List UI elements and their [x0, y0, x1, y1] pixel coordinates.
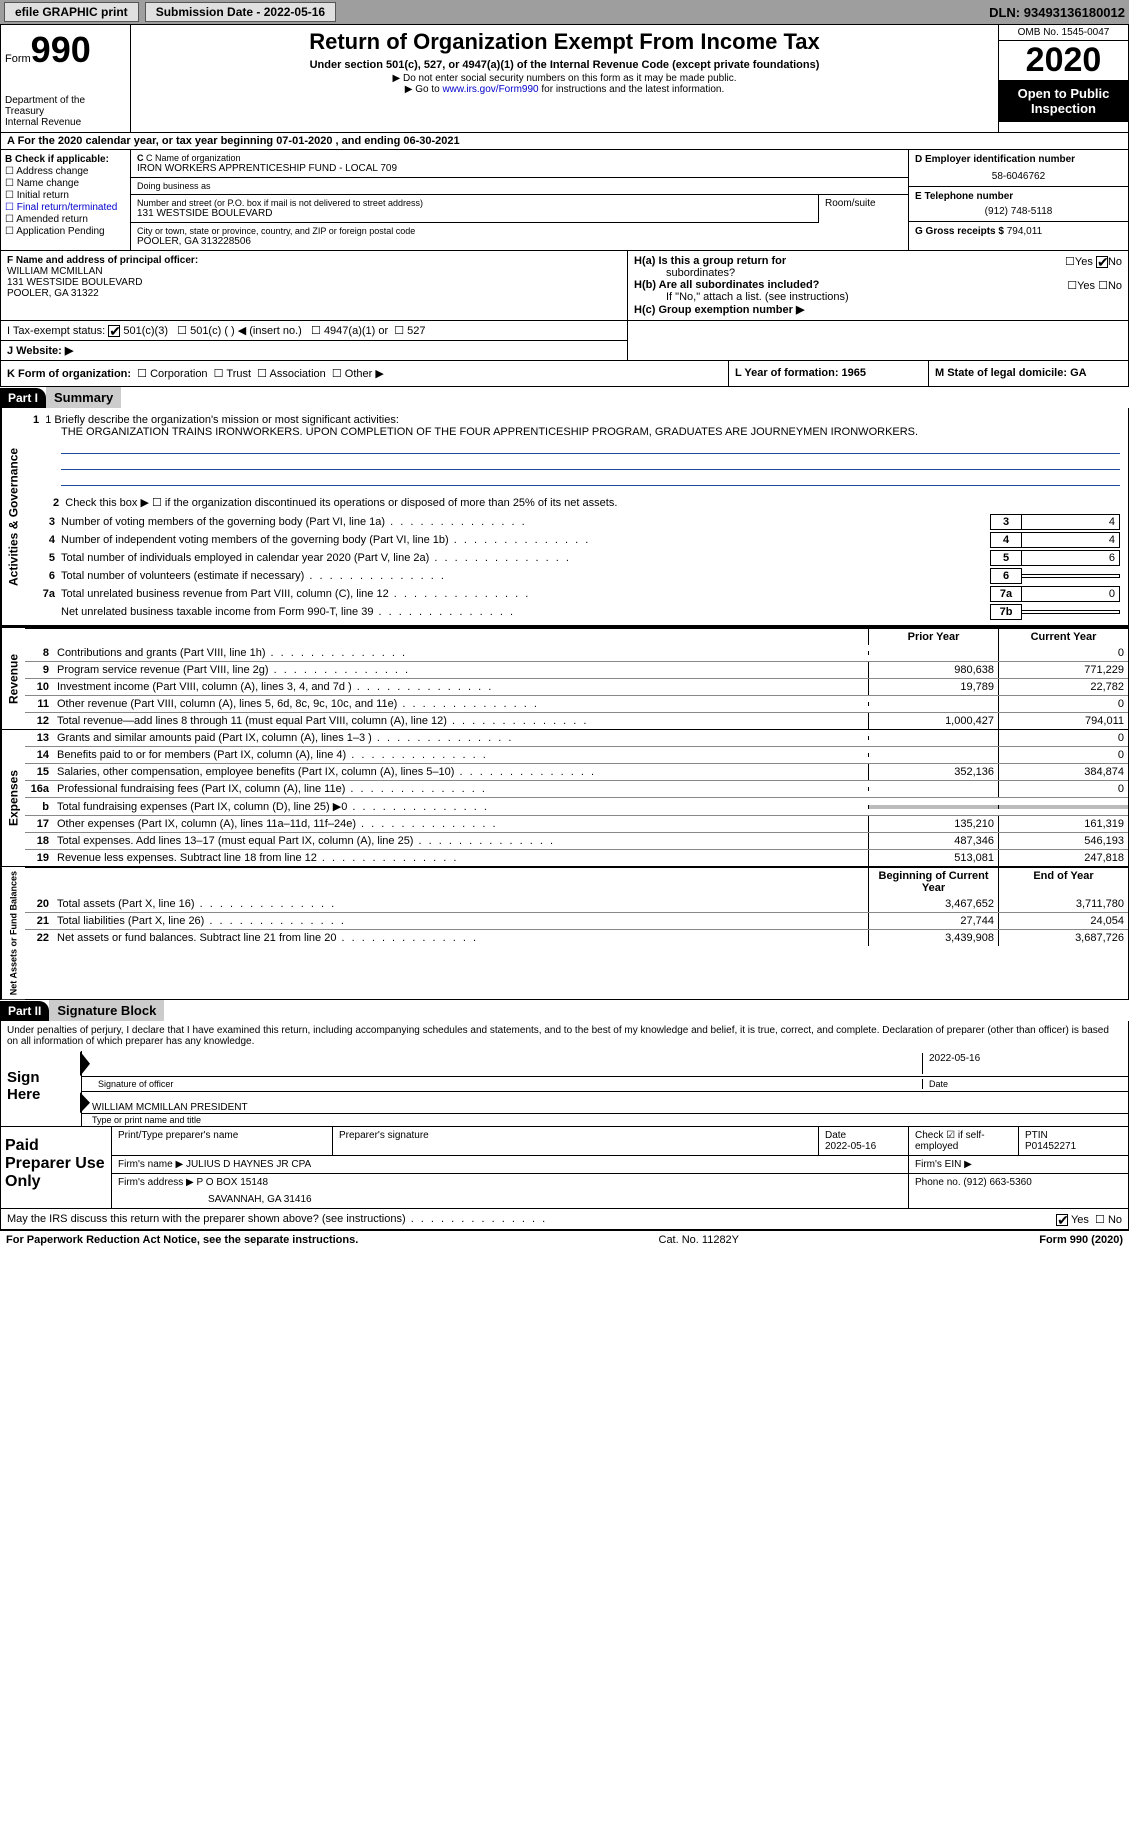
chk-name-change[interactable]: ☐ Name change	[5, 178, 126, 189]
header-center: Return of Organization Exempt From Incom…	[131, 25, 998, 132]
gov-line-4: 4Number of independent voting members of…	[33, 531, 1120, 549]
line-item: 12Total revenue—add lines 8 through 11 (…	[25, 712, 1128, 729]
chk-final-return[interactable]: ☐ Final return/terminated	[5, 202, 126, 213]
part1-expenses: Expenses 13Grants and similar amounts pa…	[0, 730, 1129, 867]
box-h: H(a) Is this a group return for☐Yes No s…	[628, 251, 1128, 320]
vtab-expenses: Expenses	[1, 730, 25, 866]
form-header: Form990 Department of the Treasury Inter…	[0, 24, 1129, 133]
gov-line-6: 6Total number of volunteers (estimate if…	[33, 567, 1120, 585]
part1-header: Part ISummary	[0, 387, 1129, 408]
dln: DLN: 93493136180012	[989, 5, 1125, 20]
line-item: 14Benefits paid to or for members (Part …	[25, 746, 1128, 763]
vtab-revenue: Revenue	[1, 628, 25, 729]
part2-header: Part IISignature Block	[0, 1000, 1129, 1021]
chk-amended[interactable]: ☐ Amended return	[5, 214, 126, 225]
part1-governance: Activities & Governance 1 1 Briefly desc…	[0, 408, 1129, 626]
mission-block: 1 1 Briefly describe the organization's …	[25, 408, 1128, 490]
row-fh: F Name and address of principal officer:…	[0, 251, 1129, 321]
header-right: OMB No. 1545-0047 2020 Open to PublicIns…	[998, 25, 1128, 132]
section-bcd: B Check if applicable: ☐ Address change …	[0, 150, 1129, 251]
part1-revenue: Revenue Prior YearCurrent Year 8Contribu…	[0, 626, 1129, 730]
paid-preparer: Paid Preparer Use Only Print/Type prepar…	[0, 1127, 1129, 1209]
gov-line-5: 5Total number of individuals employed in…	[33, 549, 1120, 567]
efile-button[interactable]: efile GRAPHIC print	[4, 2, 139, 22]
line-item: 20Total assets (Part X, line 16)3,467,65…	[25, 896, 1128, 912]
line-item: 22Net assets or fund balances. Subtract …	[25, 929, 1128, 946]
line-item: 15Salaries, other compensation, employee…	[25, 763, 1128, 780]
line-item: 17Other expenses (Part IX, column (A), l…	[25, 815, 1128, 832]
signature-block: Under penalties of perjury, I declare th…	[0, 1021, 1129, 1127]
box-b: B Check if applicable: ☐ Address change …	[1, 150, 131, 250]
page-footer: For Paperwork Reduction Act Notice, see …	[0, 1230, 1129, 1249]
chk-address-change[interactable]: ☐ Address change	[5, 166, 126, 177]
discuss-row: May the IRS discuss this return with the…	[0, 1209, 1129, 1230]
sign-here-label: Sign Here	[1, 1051, 81, 1126]
chk-application-pending[interactable]: ☐ Application Pending	[5, 226, 126, 237]
line-item: 21Total liabilities (Part X, line 26)27,…	[25, 912, 1128, 929]
top-bar: efile GRAPHIC print Submission Date - 20…	[0, 0, 1129, 24]
box-c: C C Name of organization IRON WORKERS AP…	[131, 150, 908, 250]
row-a-tax-year: A For the 2020 calendar year, or tax yea…	[0, 133, 1129, 150]
row-k: K Form of organization: ☐ Corporation ☐ …	[0, 361, 1129, 387]
chk-501c3[interactable]	[108, 325, 120, 337]
line-item: bTotal fundraising expenses (Part IX, co…	[25, 797, 1128, 815]
line-item: 10Investment income (Part VIII, column (…	[25, 678, 1128, 695]
row-i: I Tax-exempt status: 501(c)(3) ☐ 501(c) …	[1, 321, 628, 341]
line-item: 19Revenue less expenses. Subtract line 1…	[25, 849, 1128, 866]
form-title: Return of Organization Exempt From Incom…	[151, 29, 978, 55]
box-d: D Employer identification number 58-6046…	[908, 150, 1128, 250]
vtab-governance: Activities & Governance	[1, 408, 25, 625]
chk-initial-return[interactable]: ☐ Initial return	[5, 190, 126, 201]
header-left: Form990 Department of the Treasury Inter…	[1, 25, 131, 132]
row-j: J Website: ▶	[1, 341, 628, 360]
line-item: 13Grants and similar amounts paid (Part …	[25, 730, 1128, 746]
irs-link[interactable]: www.irs.gov/Form990	[442, 84, 538, 95]
line-item: 18Total expenses. Add lines 13–17 (must …	[25, 832, 1128, 849]
part1-netassets: Net Assets or Fund Balances Beginning of…	[0, 867, 1129, 1000]
line-item: 16aProfessional fundraising fees (Part I…	[25, 780, 1128, 797]
row-ij: I Tax-exempt status: 501(c)(3) ☐ 501(c) …	[0, 321, 1129, 361]
line-item: 8Contributions and grants (Part VIII, li…	[25, 645, 1128, 661]
vtab-netassets: Net Assets or Fund Balances	[1, 867, 25, 999]
box-f: F Name and address of principal officer:…	[1, 251, 628, 320]
gov-line-7b: Net unrelated business taxable income fr…	[33, 603, 1120, 621]
line-item: 9Program service revenue (Part VIII, lin…	[25, 661, 1128, 678]
gov-line-7a: 7aTotal unrelated business revenue from …	[33, 585, 1120, 603]
gov-line-3: 3Number of voting members of the governi…	[33, 513, 1120, 531]
line-item: 11Other revenue (Part VIII, column (A), …	[25, 695, 1128, 712]
submission-button[interactable]: Submission Date - 2022-05-16	[145, 2, 336, 22]
